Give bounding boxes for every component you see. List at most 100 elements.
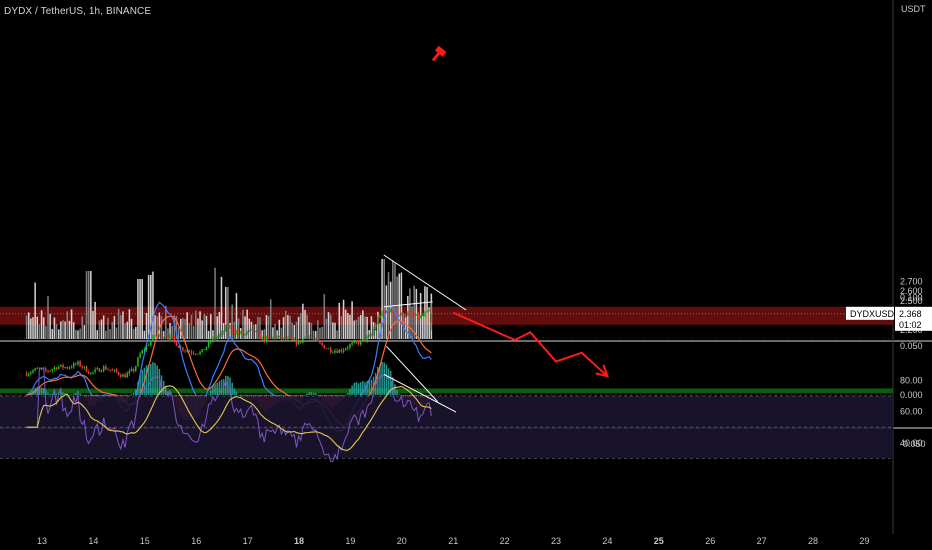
x-tick-label: 20 <box>397 536 407 546</box>
volume-bar <box>81 316 84 339</box>
x-tick-label: 17 <box>243 536 253 546</box>
candle-body <box>319 341 321 344</box>
volume-bar <box>199 311 201 339</box>
candle-body <box>392 309 394 314</box>
candle-body <box>36 368 39 370</box>
candle-body <box>351 342 353 345</box>
projection-arrow <box>452 311 609 377</box>
volume-bar <box>42 317 45 339</box>
candle-body <box>147 345 150 346</box>
candle-body <box>165 338 167 340</box>
macd-histogram-bar <box>72 393 75 395</box>
candle-body <box>122 374 124 377</box>
volume-bar <box>184 318 186 339</box>
volume-bar <box>426 287 428 339</box>
candle-body <box>282 337 285 339</box>
volume-bar <box>321 326 323 339</box>
volume-bar <box>398 273 401 339</box>
volume-bar <box>139 279 141 339</box>
candle-body <box>212 337 214 342</box>
volume-bar <box>30 318 32 339</box>
candle-body <box>314 339 317 340</box>
volume-bar <box>265 315 268 339</box>
rsi-ma-line <box>26 385 432 451</box>
volume-bar <box>261 330 263 339</box>
macd-histogram-bar <box>306 393 308 395</box>
volume-bar <box>244 316 246 339</box>
candle-body <box>372 329 375 335</box>
candle-body <box>141 350 144 354</box>
volume-bar <box>287 315 289 339</box>
volume-bar <box>156 316 158 339</box>
candle-body <box>422 315 424 317</box>
macd-histogram-bar <box>349 388 351 395</box>
candle-body <box>317 339 319 342</box>
volume-bar <box>137 279 139 339</box>
macd-histogram-bar <box>353 382 356 395</box>
volume-bar <box>370 316 373 339</box>
candle-body <box>419 315 422 319</box>
x-tick-label: 29 <box>859 536 869 546</box>
volume-bar <box>325 318 328 339</box>
x-tick-label: 24 <box>602 536 612 546</box>
macd-histogram-bar <box>359 382 362 395</box>
x-tick-label: 26 <box>705 536 715 546</box>
macd-histogram-bar <box>42 388 45 395</box>
volume-bar <box>85 271 88 339</box>
candle-body <box>171 335 173 338</box>
volume-bar <box>188 323 191 339</box>
candle-body <box>409 312 411 314</box>
candle-body <box>402 313 405 317</box>
x-tick-label: 15 <box>140 536 150 546</box>
candle-body <box>57 366 60 369</box>
resistance-zone <box>0 306 893 325</box>
candle-body <box>94 369 96 372</box>
volume-bar <box>165 305 167 339</box>
macd-histogram-bar <box>355 381 358 395</box>
macd-histogram-bar <box>158 368 161 395</box>
macd-histogram-bar <box>135 389 137 395</box>
volume-bar <box>364 316 366 339</box>
projection-arrowhead <box>595 364 609 378</box>
x-tick-label: 23 <box>551 536 561 546</box>
volume-bar <box>49 313 51 339</box>
volume-bar <box>310 323 313 339</box>
candle-body <box>137 357 139 367</box>
rsi-line <box>26 367 432 462</box>
volume-bar <box>297 316 300 339</box>
candle-body <box>145 345 148 350</box>
macd-histogram-bar <box>366 380 368 395</box>
volume-bar <box>366 316 368 339</box>
macd-histogram-bar <box>156 365 158 395</box>
volume-bar <box>394 263 396 339</box>
x-tick-label: 16 <box>191 536 201 546</box>
volume-bar <box>347 312 349 339</box>
volume-bar <box>237 318 240 339</box>
macd-histogram-bar <box>374 372 377 395</box>
macd-histogram-bar <box>392 377 394 395</box>
macd-histogram-bar <box>351 385 353 395</box>
candle-body <box>353 341 356 343</box>
volume-bar <box>396 276 398 339</box>
volume-bar <box>216 316 218 339</box>
volume-bar <box>126 321 129 339</box>
volume-bar <box>308 322 311 339</box>
macd-histogram-bar <box>47 392 49 395</box>
volume-bar <box>171 325 173 339</box>
candle-body <box>154 335 156 337</box>
x-tick-label: 25 <box>654 536 664 546</box>
price-label-box <box>895 306 932 331</box>
candle-body <box>47 370 49 372</box>
candle-body <box>426 310 428 313</box>
macd-histogram-bar <box>62 392 64 395</box>
candle-body <box>242 331 244 335</box>
volume-bar <box>68 320 71 339</box>
volume-bar <box>132 328 135 339</box>
volume-bar <box>34 282 36 339</box>
rsi-trendline <box>383 373 457 413</box>
candle-body <box>220 332 223 335</box>
candle-body <box>344 348 347 351</box>
candle-body <box>297 341 300 345</box>
volume-bar <box>276 330 278 339</box>
